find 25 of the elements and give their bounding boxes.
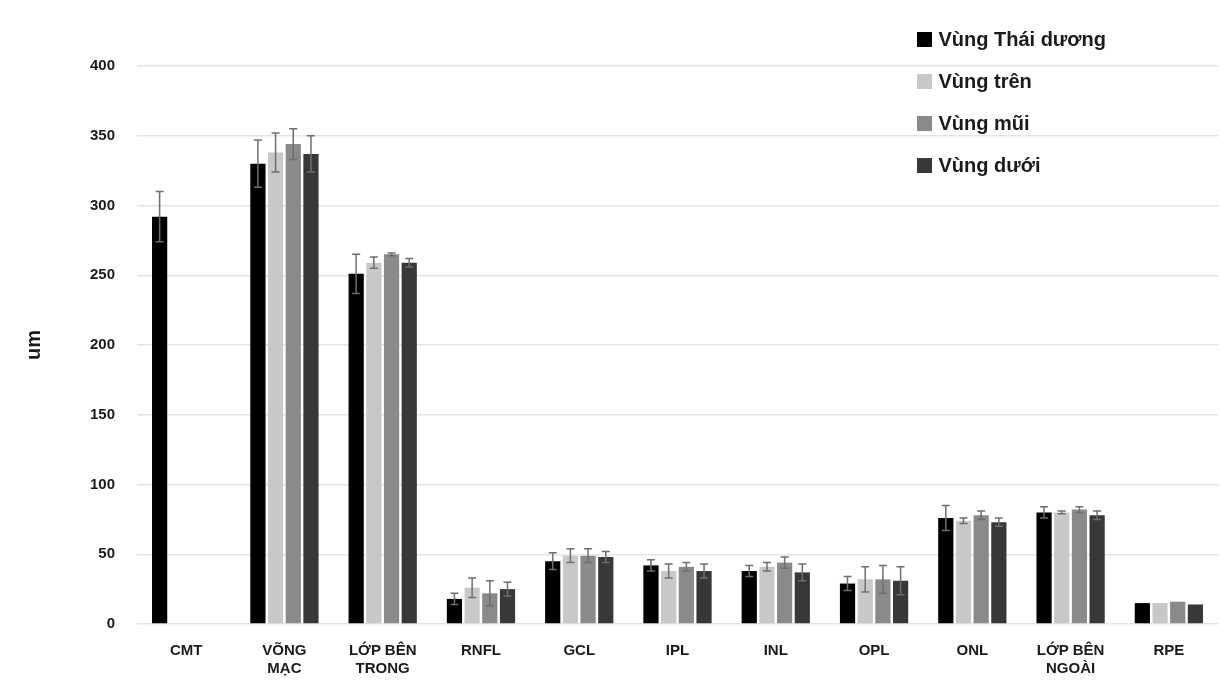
x-tick-label: VÕNG MẠC	[262, 641, 307, 677]
x-tick-label: LỚP BÊN TRONG	[348, 641, 417, 677]
y-tick-label: 0	[106, 614, 116, 632]
x-tick-label: LỚP BÊN NGOÀI	[1036, 641, 1105, 677]
x-tick-label: OPL	[858, 641, 890, 659]
legend-label: Vùng mũi	[938, 111, 1030, 135]
x-tick-label: INL	[763, 641, 788, 659]
y-tick-label: 250	[90, 265, 116, 283]
y-tick-label: 400	[90, 56, 116, 74]
x-tick-label: ONL	[956, 641, 989, 659]
y-tick-label: 300	[90, 195, 116, 213]
legend-label: Vùng Thái dương	[938, 27, 1106, 51]
legend-label: Vùng dưới	[938, 153, 1041, 177]
legend-label: Vùng trên	[938, 69, 1032, 93]
x-tick-label: GCL	[563, 641, 596, 659]
y-axis-title: um	[21, 330, 44, 360]
y-tick-label: 150	[90, 404, 116, 422]
y-tick-label: 350	[90, 125, 116, 143]
x-tick-label: CMT	[169, 641, 203, 659]
x-tick-label: IPL	[665, 641, 690, 659]
y-tick-label: 200	[90, 335, 116, 353]
y-tick-label: 100	[90, 474, 116, 492]
y-tick-label: 50	[98, 544, 116, 562]
x-tick-label: RNFL	[460, 641, 501, 659]
x-tick-label: RPE	[1153, 641, 1185, 659]
